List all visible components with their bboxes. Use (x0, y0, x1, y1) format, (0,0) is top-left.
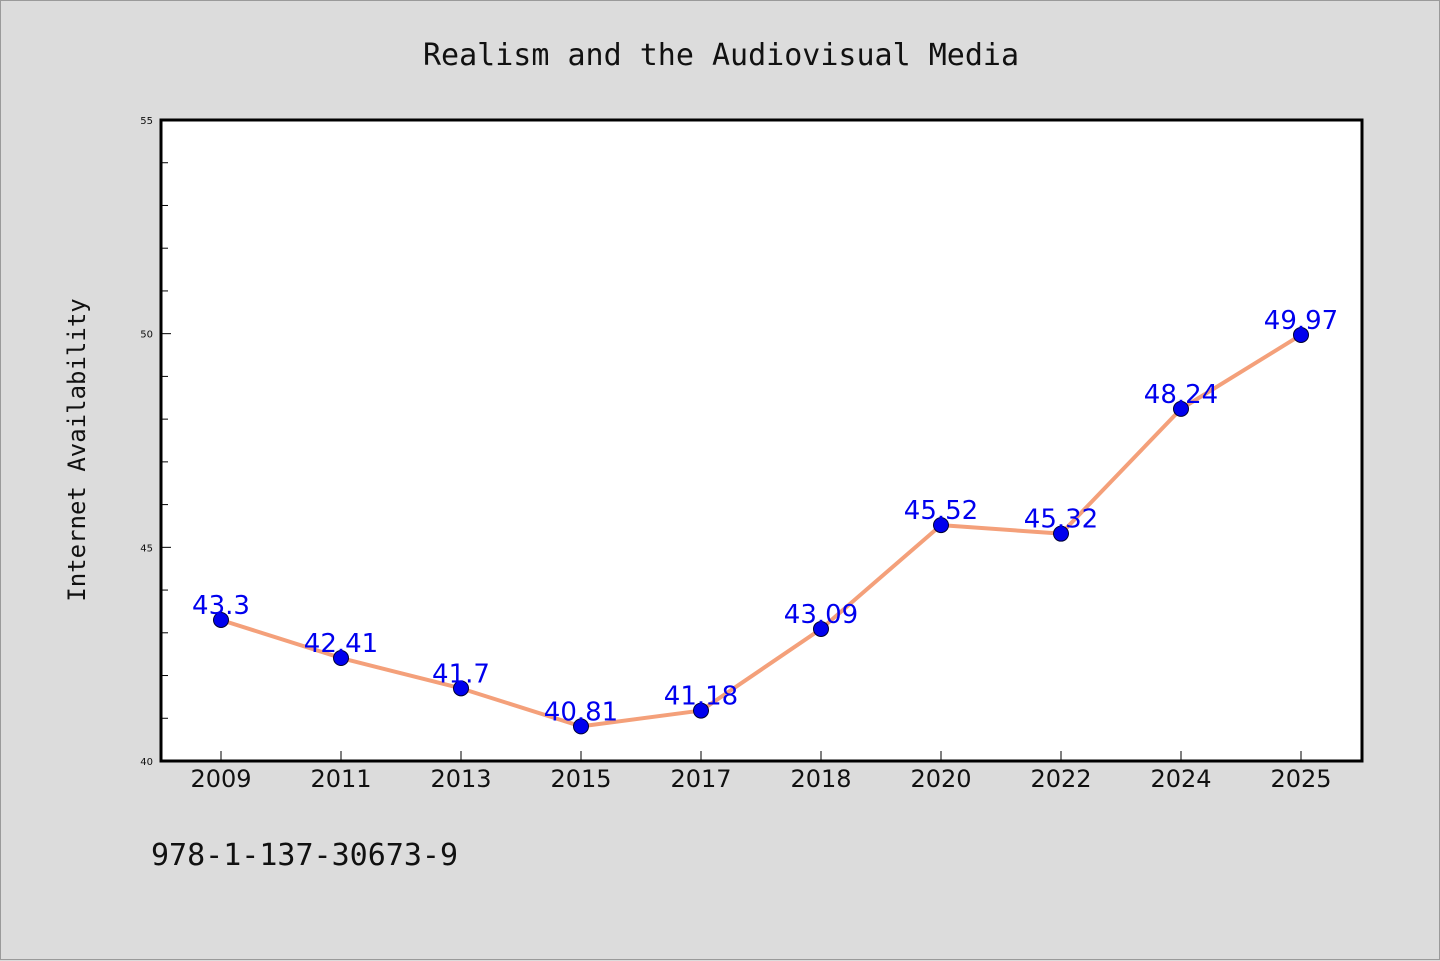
chart-title: Realism and the Audiovisual Media (423, 38, 1019, 73)
x-tick-label: 2018 (790, 765, 851, 793)
data-point (693, 702, 709, 719)
data-label: 42.41 (304, 629, 378, 659)
data-label: 45.32 (1024, 505, 1098, 535)
series-line (219, 332, 1303, 729)
y-tick-label: 40 (140, 757, 153, 768)
x-tick-label: 2025 (1270, 765, 1331, 793)
data-label: 49.97 (1264, 306, 1338, 336)
data-label: 41.7 (432, 659, 490, 689)
x-axis-ticks: 2009 2011 2013 2015 2017 2018 2020 2022 2024 2025 (190, 751, 1332, 793)
series-line-group: 43.3 42.41 41.7 40.81 41.18 43.09 45.52 45.32 48… (192, 306, 1338, 735)
data-point (573, 718, 589, 735)
x-tick-label: 2020 (910, 765, 971, 793)
y-tick-label: 50 (140, 330, 153, 341)
y-axis-ticks: 40 45 50 55 (140, 116, 171, 768)
data-point (333, 650, 349, 667)
y-tick-label: 55 (140, 116, 153, 127)
data-point (453, 680, 469, 697)
x-tick-label: 2024 (1150, 765, 1211, 793)
y-tick-label: 45 (140, 543, 153, 554)
x-tick-label: 2013 (430, 765, 491, 793)
data-label: 40.81 (544, 697, 618, 727)
data-point (933, 517, 949, 534)
data-label: 43.3 (192, 591, 250, 621)
x-tick-label: 2022 (1030, 765, 1091, 793)
y-axis-label: Internet Availability (63, 298, 91, 601)
data-point (1293, 326, 1309, 343)
x-tick-label: 2015 (550, 765, 611, 793)
data-label: 43.09 (784, 600, 858, 630)
data-point (1053, 525, 1069, 542)
plot-area (159, 118, 1364, 763)
x-tick-label: 2011 (310, 765, 371, 793)
data-point (1173, 400, 1189, 417)
data-point (813, 620, 829, 637)
x-tick-label: 2017 (670, 765, 731, 793)
data-label: 48.24 (1144, 380, 1218, 410)
footer-isbn: 978-1-137-30673-9 (151, 838, 458, 873)
data-label: 45.52 (904, 496, 978, 526)
x-tick-label: 2009 (190, 765, 251, 793)
data-point (213, 611, 229, 628)
data-label: 41.18 (664, 682, 738, 712)
